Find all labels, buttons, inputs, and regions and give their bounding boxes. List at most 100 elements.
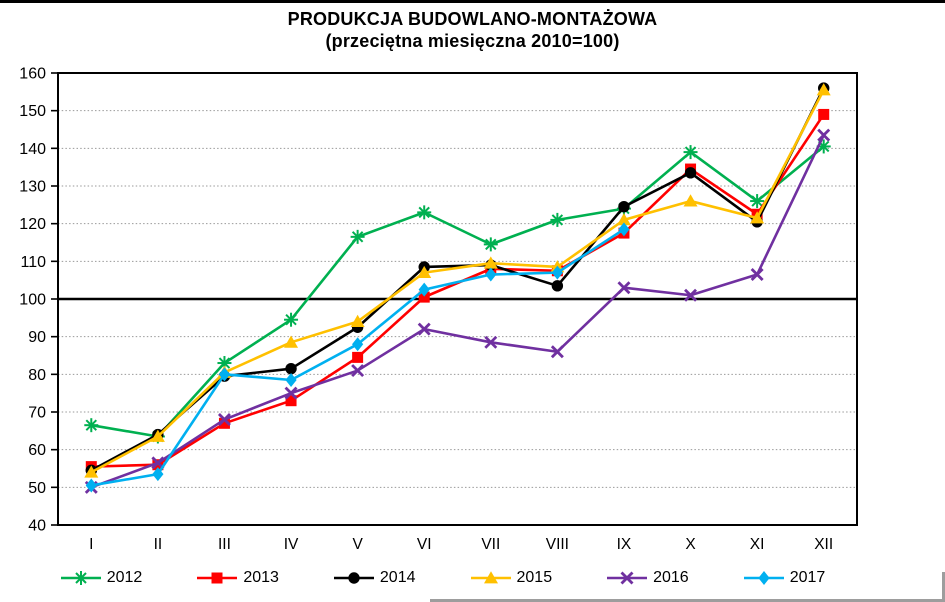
marker-circle bbox=[618, 201, 630, 213]
marker-triangle bbox=[417, 265, 432, 279]
marker-square bbox=[211, 572, 223, 584]
title-block: PRODUKCJA BUDOWLANO-MONTAŻOWA (przeciętn… bbox=[0, 8, 945, 52]
marker-x bbox=[817, 128, 831, 142]
marker-x bbox=[484, 335, 498, 349]
marker-asterisk bbox=[351, 231, 364, 243]
marker-asterisk bbox=[85, 419, 97, 431]
x-axis-label-XI: XI bbox=[750, 536, 765, 553]
marker-asterisk bbox=[684, 146, 697, 158]
legend-marker-asterisk-icon bbox=[60, 571, 101, 585]
marker-triangle bbox=[616, 213, 631, 226]
marker-square bbox=[418, 291, 430, 303]
marker-diamond bbox=[418, 282, 430, 297]
marker-asterisk bbox=[75, 572, 87, 584]
y-tick-label: 140 bbox=[19, 141, 46, 158]
marker-square bbox=[285, 395, 297, 407]
legend-item-2017: 2017 bbox=[743, 568, 826, 588]
marker-x bbox=[151, 456, 165, 470]
marker-asterisk bbox=[818, 140, 830, 153]
y-tick-label: 40 bbox=[28, 518, 46, 535]
legend-label: 2012 bbox=[106, 569, 143, 586]
x-axis-label-IV: IV bbox=[284, 536, 299, 553]
series-2015-line bbox=[89, 88, 826, 474]
y-tick-label: 110 bbox=[20, 254, 46, 271]
legend-item-2015: 2015 bbox=[470, 568, 553, 588]
legend-marker-triangle-icon bbox=[470, 571, 511, 584]
chart-subtitle: (przeciętna miesięczna 2010=100) bbox=[325, 31, 620, 51]
marker-diamond bbox=[618, 222, 630, 237]
marker-circle bbox=[551, 280, 564, 292]
marker-x bbox=[620, 571, 634, 585]
series-2013-line bbox=[89, 113, 826, 468]
marker-square bbox=[818, 108, 830, 120]
legend-label: 2014 bbox=[379, 569, 416, 586]
marker-diamond bbox=[85, 478, 97, 493]
marker-asterisk bbox=[551, 214, 564, 226]
marker-triangle bbox=[483, 256, 498, 269]
legend-item-2016: 2016 bbox=[606, 568, 689, 588]
marker-asterisk bbox=[485, 238, 497, 251]
marker-asterisk bbox=[218, 357, 231, 369]
x-axis-label-XII: XII bbox=[814, 536, 833, 553]
legend-item-2014: 2014 bbox=[333, 568, 416, 588]
marker-diamond bbox=[152, 467, 164, 482]
y-tick-label: 60 bbox=[28, 442, 46, 459]
marker-diamond bbox=[218, 367, 231, 382]
marker-triangle bbox=[816, 83, 831, 96]
marker-circle bbox=[285, 362, 297, 375]
marker-x bbox=[284, 386, 298, 400]
series-2014-line bbox=[89, 86, 826, 472]
legend-label: 2016 bbox=[653, 569, 689, 586]
marker-triangle bbox=[350, 314, 365, 327]
marker-x bbox=[351, 364, 365, 378]
marker-triangle bbox=[483, 571, 498, 584]
y-tick-label: 120 bbox=[19, 216, 46, 233]
marker-triangle bbox=[683, 194, 698, 207]
y-tick-label: 130 bbox=[19, 179, 46, 196]
y-tick-label: 80 bbox=[28, 367, 46, 384]
marker-triangle bbox=[750, 211, 765, 224]
legend-label: 2015 bbox=[516, 569, 553, 586]
marker-circle bbox=[348, 572, 360, 584]
marker-x bbox=[750, 268, 764, 282]
y-tick-label: 160 bbox=[19, 66, 46, 83]
x-axis-label-VI: VI bbox=[417, 536, 432, 553]
y-tick-label: 90 bbox=[28, 329, 46, 346]
x-axis-label-V: V bbox=[352, 536, 363, 553]
page-bottom-edge bbox=[430, 599, 945, 602]
legend-item-2012: 2012 bbox=[60, 568, 143, 588]
window-top-edge bbox=[0, 0, 945, 3]
marker-triangle bbox=[84, 465, 99, 478]
legend-label: 2013 bbox=[243, 569, 279, 586]
series-2012-line bbox=[89, 145, 826, 438]
marker-x bbox=[417, 322, 431, 336]
legend-marker-circle-icon bbox=[333, 572, 374, 584]
marker-square bbox=[218, 417, 230, 429]
marker-asterisk bbox=[285, 314, 297, 326]
marker-circle bbox=[684, 167, 697, 179]
marker-diamond bbox=[485, 267, 497, 282]
marker-x bbox=[684, 288, 698, 302]
chart-title: PRODUKCJA BUDOWLANO-MONTAŻOWA bbox=[287, 9, 658, 29]
legend-marker-square-icon bbox=[197, 572, 238, 584]
marker-diamond bbox=[352, 337, 364, 352]
x-axis-label-III: III bbox=[218, 536, 231, 553]
x-axis-label-I: I bbox=[89, 536, 93, 553]
x-axis-label-VIII: VIII bbox=[546, 536, 569, 553]
chart-legend: 2012 2013 2014 2015 2016 2017 bbox=[0, 562, 885, 594]
x-axis-label-VII: VII bbox=[481, 536, 500, 553]
marker-triangle bbox=[284, 335, 299, 348]
y-tick-label: 150 bbox=[19, 103, 46, 120]
marker-x bbox=[217, 413, 231, 427]
y-tick-label: 50 bbox=[28, 480, 46, 497]
marker-x bbox=[617, 281, 631, 295]
marker-triangle bbox=[150, 429, 165, 442]
marker-square bbox=[352, 351, 364, 363]
x-axis-label-II: II bbox=[154, 536, 163, 553]
legend-marker-x-icon bbox=[607, 571, 648, 585]
legend-label: 2017 bbox=[789, 569, 826, 586]
y-tick-label: 70 bbox=[28, 405, 46, 422]
marker-x bbox=[550, 345, 564, 359]
page-right-edge bbox=[942, 572, 945, 602]
